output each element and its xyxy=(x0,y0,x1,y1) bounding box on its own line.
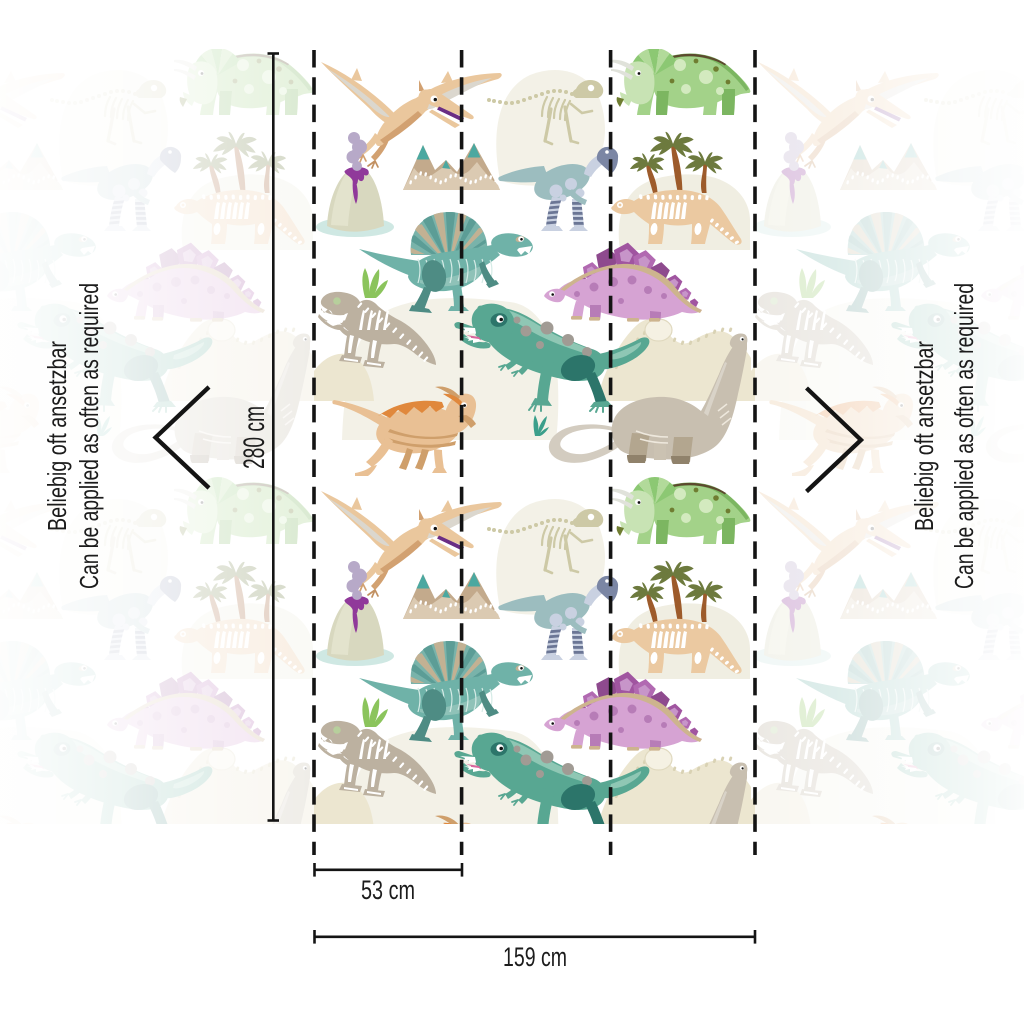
svg-text:280 cm: 280 cm xyxy=(238,406,271,469)
svg-text:Beliebig oft ansetzbar: Beliebig oft ansetzbar xyxy=(42,341,72,531)
svg-text:Can be applied as often as req: Can be applied as often as required xyxy=(74,283,104,589)
svg-text:Can be applied as often as req: Can be applied as often as required xyxy=(949,283,979,589)
svg-text:53 cm: 53 cm xyxy=(361,875,415,905)
svg-text:159 cm: 159 cm xyxy=(503,942,567,972)
svg-text:Beliebig oft ansetzbar: Beliebig oft ansetzbar xyxy=(909,341,939,531)
